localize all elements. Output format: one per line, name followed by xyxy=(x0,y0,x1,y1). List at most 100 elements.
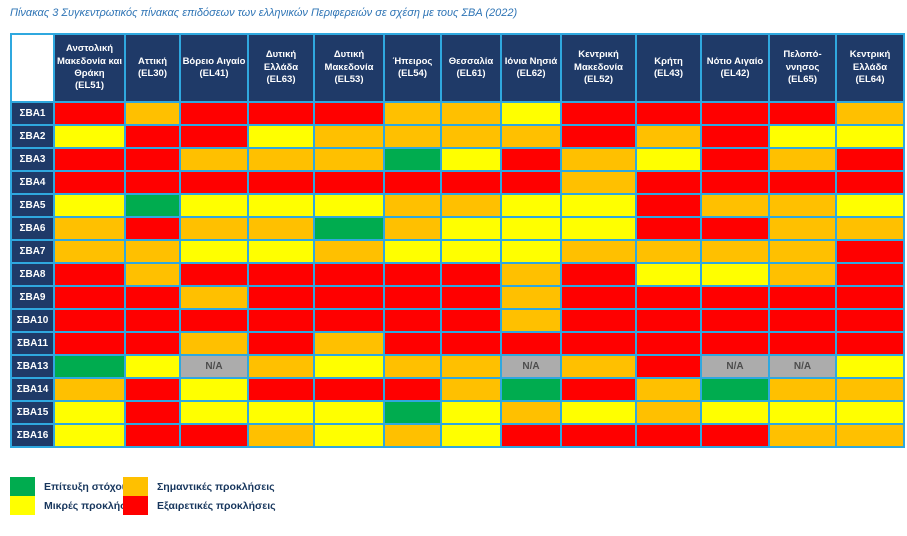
matrix-cell xyxy=(383,377,442,402)
row-header: ΣΒΑ7 xyxy=(10,239,55,264)
matrix-cell xyxy=(440,331,502,356)
legend-item: Σημαντικές προκλήσεις xyxy=(123,477,276,496)
legend-swatch-orange xyxy=(123,477,148,496)
matrix-cell xyxy=(313,101,385,126)
matrix-cell xyxy=(124,147,181,172)
matrix-cell xyxy=(560,170,637,195)
column-header: Δυτική Μακεδονία (EL53) xyxy=(313,33,385,103)
matrix-cell xyxy=(768,124,837,149)
matrix-cell xyxy=(700,193,770,218)
matrix-cell xyxy=(124,354,181,379)
matrix-cell xyxy=(500,308,562,333)
matrix-cell xyxy=(560,354,637,379)
matrix-cell xyxy=(440,423,502,448)
row-header: ΣΒΑ15 xyxy=(10,400,55,425)
row-header: ΣΒΑ5 xyxy=(10,193,55,218)
region-code: (EL64) xyxy=(855,74,885,86)
table-row: ΣΒΑ13 N/A N/A N/A N/A xyxy=(10,354,905,379)
matrix-cell xyxy=(313,423,385,448)
matrix-cell xyxy=(700,216,770,241)
matrix-cell xyxy=(635,124,702,149)
matrix-cell xyxy=(313,124,385,149)
matrix-cell xyxy=(383,285,442,310)
legend-label: Μικρές προκλήσεις xyxy=(44,499,141,512)
na-cell: N/A xyxy=(700,354,770,379)
matrix-cell xyxy=(560,423,637,448)
column-header: Ήπειρος (EL54) xyxy=(383,33,442,103)
matrix-cell xyxy=(440,285,502,310)
matrix-cell xyxy=(700,262,770,287)
row-header: ΣΒΑ1 xyxy=(10,101,55,126)
matrix-cell xyxy=(53,147,126,172)
matrix-cell xyxy=(313,285,385,310)
matrix-cell xyxy=(635,262,702,287)
table-row: ΣΒΑ3 xyxy=(10,147,905,172)
matrix-cell xyxy=(179,262,249,287)
matrix-cell xyxy=(124,262,181,287)
matrix-cell xyxy=(179,124,249,149)
matrix-cell xyxy=(440,239,502,264)
table-row: ΣΒΑ11 xyxy=(10,331,905,356)
matrix-cell xyxy=(124,216,181,241)
matrix-cell xyxy=(440,354,502,379)
matrix-cell xyxy=(560,285,637,310)
legend-item: Επίτευξη στόχου xyxy=(10,477,128,496)
corner-cell xyxy=(10,33,55,103)
column-header: Δυτική Ελλάδα (EL63) xyxy=(247,33,315,103)
matrix-cell xyxy=(124,331,181,356)
region-name: Κεντρική Μακεδονία xyxy=(574,49,623,73)
matrix-cell xyxy=(560,239,637,264)
matrix-cell xyxy=(179,331,249,356)
matrix-cell xyxy=(635,354,702,379)
matrix-cell xyxy=(124,239,181,264)
matrix-cell xyxy=(835,239,905,264)
row-header: ΣΒΑ10 xyxy=(10,308,55,333)
matrix-cell xyxy=(124,193,181,218)
matrix-cell xyxy=(179,423,249,448)
matrix-cell xyxy=(124,285,181,310)
table-row: ΣΒΑ8 xyxy=(10,262,905,287)
legend-swatch-green xyxy=(10,477,35,496)
region-name: Θεσσαλία xyxy=(448,55,494,67)
matrix-cell xyxy=(53,400,126,425)
table-row: ΣΒΑ1 xyxy=(10,101,905,126)
matrix-cell xyxy=(700,377,770,402)
matrix-cell xyxy=(635,193,702,218)
matrix-cell xyxy=(383,216,442,241)
figure-title: Πίνακας 3 Συγκεντρωτικός πίνακας επιδόσε… xyxy=(10,7,518,19)
matrix-cell xyxy=(768,170,837,195)
matrix-cell xyxy=(179,285,249,310)
matrix-cell xyxy=(440,101,502,126)
matrix-cell xyxy=(560,193,637,218)
region-code: (EL41) xyxy=(199,68,229,79)
column-header: Θεσσαλία (EL61) xyxy=(440,33,502,103)
table-row: ΣΒΑ9 xyxy=(10,285,905,310)
matrix-cell xyxy=(500,147,562,172)
column-header: Κεντρική Μακεδονία (EL52) xyxy=(560,33,637,103)
matrix-cell xyxy=(247,285,315,310)
matrix-cell xyxy=(500,193,562,218)
performance-matrix: Ανστολική Μακεδονία και Θράκη (EL51) Αττικ… xyxy=(10,33,905,448)
matrix-cell xyxy=(440,193,502,218)
matrix-cell xyxy=(313,354,385,379)
column-header: Νότιο Αιγαίο (EL42) xyxy=(700,33,770,103)
matrix-cell xyxy=(635,400,702,425)
matrix-cell xyxy=(247,147,315,172)
matrix-cell xyxy=(560,124,637,149)
row-header: ΣΒΑ8 xyxy=(10,262,55,287)
column-header: Αττική (EL30) xyxy=(124,33,181,103)
matrix-cell xyxy=(635,101,702,126)
matrix-cell xyxy=(635,423,702,448)
matrix-cell xyxy=(768,285,837,310)
legend-item: Μικρές προκλήσεις xyxy=(10,496,141,515)
matrix-cell xyxy=(179,170,249,195)
region-code: (EL42) xyxy=(720,68,750,79)
matrix-cell xyxy=(560,331,637,356)
legend: Επίτευξη στόχου Μικρές προκλήσεις Σημαντικ… xyxy=(10,477,276,515)
matrix-cell xyxy=(560,101,637,126)
region-name: Αττική xyxy=(137,55,168,67)
matrix-cell xyxy=(179,239,249,264)
matrix-cell xyxy=(500,239,562,264)
matrix-cell xyxy=(835,101,905,126)
